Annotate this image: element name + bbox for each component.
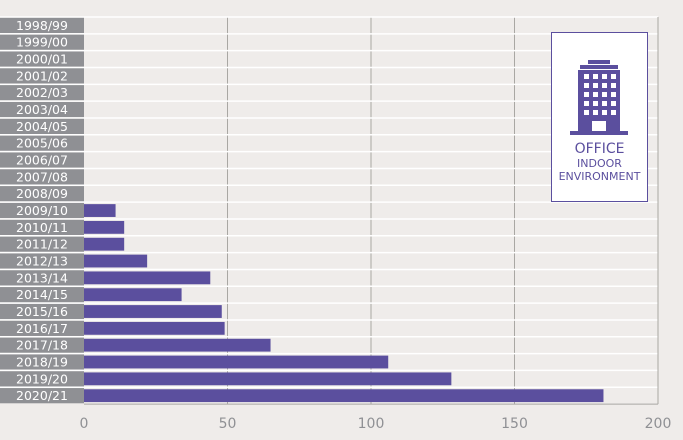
category-label: 2004/05 — [16, 119, 68, 134]
category-label: 1998/99 — [16, 18, 68, 33]
category-label: 2020/21 — [16, 388, 68, 403]
category-label-bg — [0, 253, 84, 269]
window — [611, 74, 616, 79]
window — [611, 83, 616, 88]
x-tick-label: 200 — [645, 416, 672, 432]
category-label-bg — [0, 202, 84, 219]
category-label-bg — [0, 388, 84, 404]
category-label-bg — [0, 68, 84, 84]
category-label-bg — [0, 236, 84, 252]
category-badge: OFFICE INDOOR ENVIRONMENT — [551, 32, 648, 202]
window — [584, 110, 589, 115]
category-label: 2012/13 — [16, 254, 68, 269]
category-label: 2002/03 — [16, 85, 68, 100]
badge-subtitle-1: INDOOR — [577, 157, 622, 170]
category-label: 2017/18 — [16, 338, 68, 353]
window — [584, 101, 589, 106]
category-label: 2005/06 — [16, 136, 68, 151]
category-label: 2000/01 — [16, 52, 68, 67]
category-label-bg — [0, 371, 84, 387]
category-label-bg — [0, 270, 84, 286]
window — [593, 74, 598, 79]
category-label-bg — [0, 186, 84, 202]
badge-title: OFFICE — [574, 141, 625, 157]
category-label: 1999/00 — [16, 35, 68, 50]
badge-subtitle-2: ENVIRONMENT — [558, 170, 641, 183]
category-label-bg — [0, 169, 84, 185]
category-label: 2008/09 — [16, 186, 68, 201]
category-label: 2018/19 — [16, 355, 68, 370]
bar — [84, 271, 211, 285]
window — [593, 110, 598, 115]
category-label: 2009/10 — [16, 203, 68, 218]
window — [611, 101, 616, 106]
category-label-bg — [0, 303, 84, 320]
office-building-icon — [570, 60, 628, 135]
bar — [84, 220, 125, 234]
category-label-bg — [0, 320, 84, 336]
window — [602, 74, 607, 79]
bar — [84, 389, 604, 403]
window — [602, 110, 607, 115]
category-label: 2016/17 — [16, 321, 68, 336]
window — [602, 101, 607, 106]
window — [584, 83, 589, 88]
bar — [84, 372, 452, 386]
window — [593, 101, 598, 106]
category-label-bg — [0, 118, 84, 135]
window — [611, 110, 616, 115]
category-label-bg — [0, 219, 84, 235]
x-tick-label: 50 — [219, 416, 237, 432]
bar — [84, 321, 225, 335]
bar — [84, 355, 389, 369]
x-tick-label: 150 — [501, 416, 528, 432]
category-label: 2011/12 — [16, 237, 68, 252]
category-label: 2010/11 — [16, 220, 68, 235]
window — [602, 92, 607, 97]
bar — [84, 338, 271, 352]
category-label: 2001/02 — [16, 68, 68, 83]
category-label: 2019/20 — [16, 371, 68, 386]
category-label-bg — [0, 287, 84, 303]
x-tick-label: 100 — [358, 416, 385, 432]
window — [593, 92, 598, 97]
category-label: 2013/14 — [16, 270, 68, 285]
category-label: 2015/16 — [16, 304, 68, 319]
window — [602, 83, 607, 88]
bar — [84, 288, 182, 302]
category-label: 2006/07 — [16, 153, 68, 168]
window — [593, 83, 598, 88]
category-label-bg — [0, 354, 84, 370]
window — [611, 92, 616, 97]
category-label-bg — [0, 337, 84, 353]
category-label-bg — [0, 34, 84, 50]
category-label-bg — [0, 85, 84, 101]
category-label: 2007/08 — [16, 169, 68, 184]
bar — [84, 204, 116, 217]
x-tick-label: 0 — [80, 416, 89, 432]
window — [584, 74, 589, 79]
category-label: 2014/15 — [16, 287, 68, 302]
category-label-bg — [0, 135, 84, 151]
category-label-bg — [0, 51, 84, 67]
category-label-bg — [0, 152, 84, 168]
category-label-bg — [0, 101, 84, 118]
bar — [84, 254, 148, 268]
category-label: 2003/04 — [16, 102, 68, 117]
category-label-bg — [0, 17, 84, 34]
bar — [84, 237, 125, 251]
bar — [84, 305, 222, 318]
window — [584, 92, 589, 97]
